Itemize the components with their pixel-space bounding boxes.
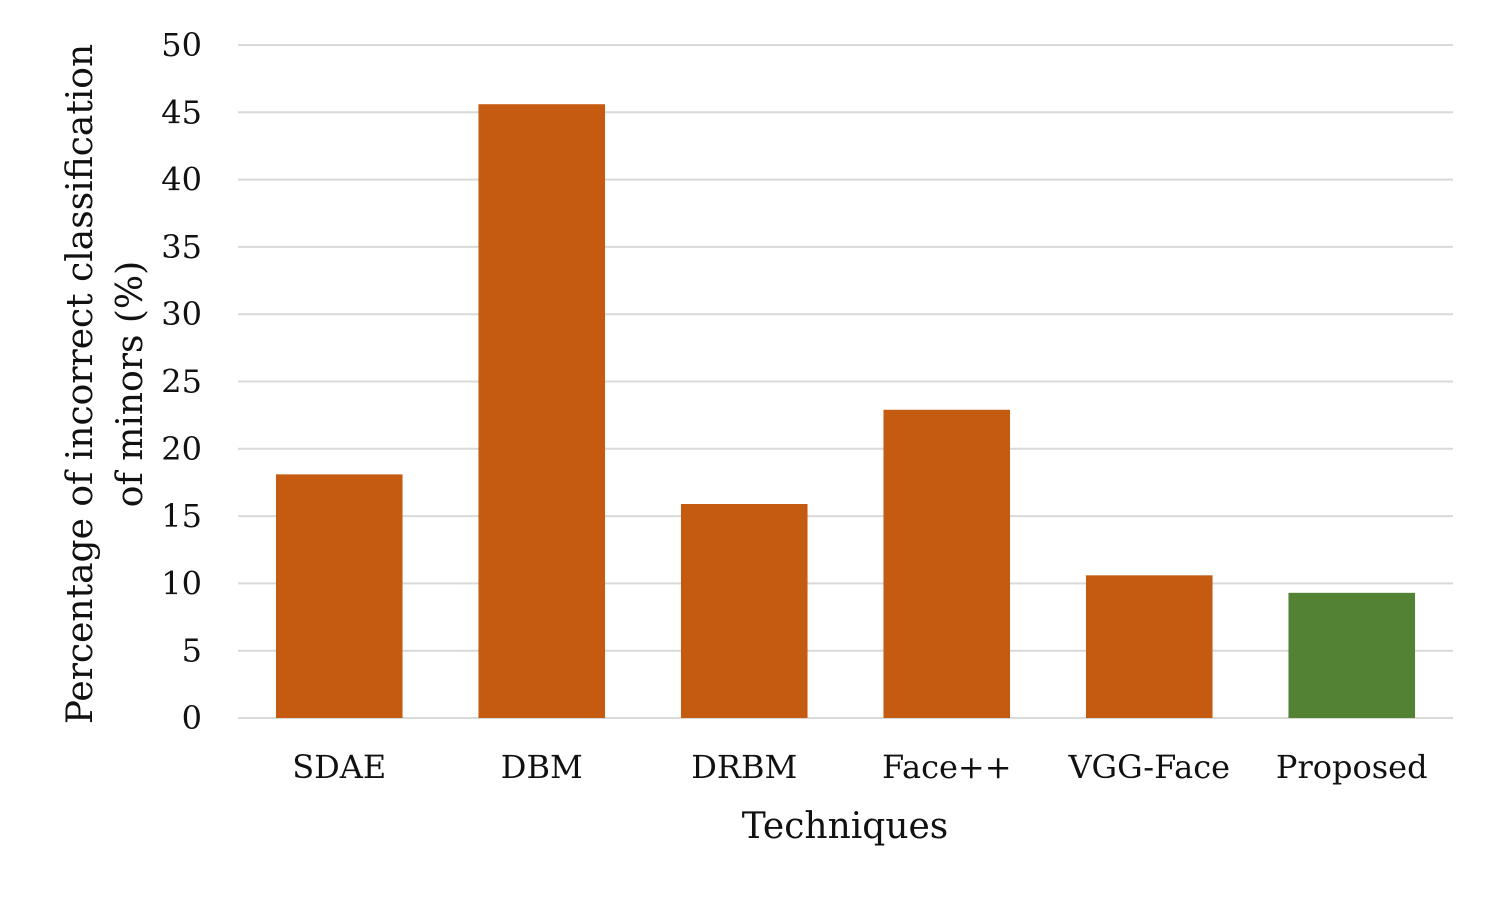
x-tick-label: Face++ [882,748,1012,786]
y-axis-title-line-1: Percentage of incorrect classification [60,44,101,724]
y-axis-title-line-2: of minors (%) [110,261,151,507]
x-tick-label: DBM [501,748,583,786]
y-tick-label: 5 [182,632,202,670]
x-tick-label: VGG-Face [1067,748,1230,786]
y-tick-label: 0 [182,699,202,737]
y-tick-label: 45 [161,93,202,131]
y-tick-label: 25 [161,363,202,401]
y-tick-label: 35 [161,228,202,266]
x-tick-label: Proposed [1276,748,1428,786]
y-tick-label: 10 [161,564,202,602]
x-tick-labels: SDAE DBM DRBM Face++ VGG-Face Proposed [292,748,1427,786]
y-tick-label: 40 [161,161,202,199]
bar-drbm [680,503,808,718]
bar-proposed [1288,592,1416,718]
bar-dbm [478,104,606,718]
x-axis-title: Techniques [742,806,949,847]
y-tick-label: 50 [161,26,202,64]
bar-face [883,409,1011,718]
y-tick-label: 20 [161,430,202,468]
bars [275,104,1416,718]
bar-sdae [275,474,403,718]
gridlines [238,44,1453,719]
y-tick-label: 30 [161,295,202,333]
x-tick-label: DRBM [691,748,797,786]
x-tick-label: SDAE [292,748,386,786]
y-tick-label: 15 [161,497,202,535]
bar-vgg-face [1085,575,1213,718]
y-tick-labels: 0 5 10 15 20 25 30 35 40 45 50 [161,26,202,737]
